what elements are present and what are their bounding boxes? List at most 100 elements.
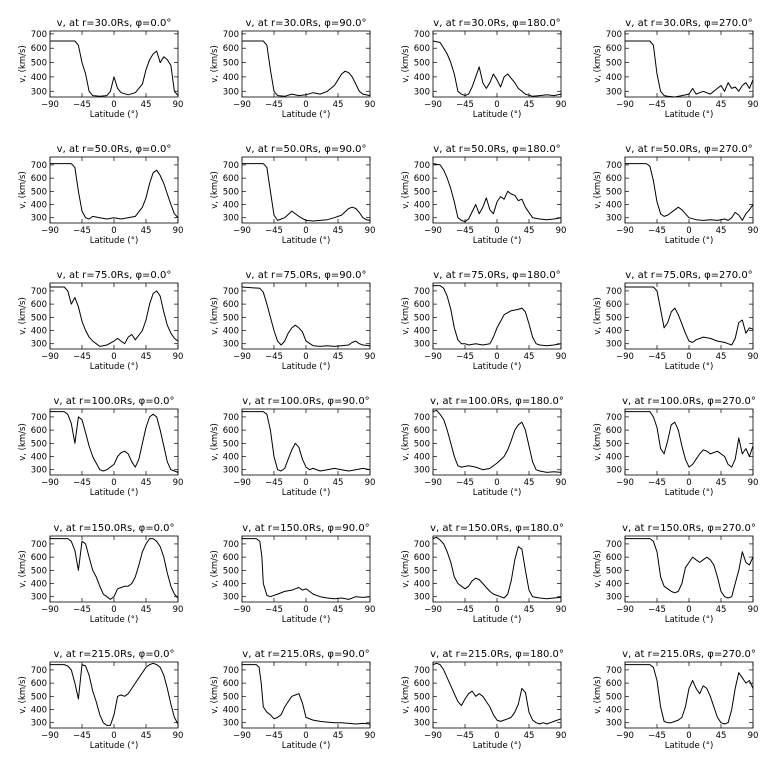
x-tick-label: 0 <box>494 605 499 615</box>
x-tick-label: −90 <box>424 605 442 615</box>
y-tick-label: 600 <box>223 300 239 310</box>
plot-frame <box>241 661 371 729</box>
y-tick-label: 400 <box>606 453 622 463</box>
x-tick-label: 45 <box>524 226 535 236</box>
y-tick-label: 400 <box>223 580 239 590</box>
x-axis-label: Latitude (°) <box>282 362 331 372</box>
y-axis-label: v, (km/s) <box>18 171 28 209</box>
x-tick-label: 90 <box>748 731 759 741</box>
y-tick-label: 300 <box>606 719 622 729</box>
panel-title: v, at r=215.0Rs, φ=90.0° <box>242 649 369 660</box>
y-axis-label: v, (km/s) <box>401 550 411 588</box>
panel-title: v, at r=50.0Rs, φ=270.0° <box>625 144 752 155</box>
x-tick-label: −45 <box>73 605 91 615</box>
y-axis-label: v, (km/s) <box>593 297 603 335</box>
y-tick-label: 300 <box>223 214 239 224</box>
x-axis-label: Latitude (°) <box>90 236 139 246</box>
y-tick-label: 300 <box>606 340 622 350</box>
panel-1: v, at r=30.0Rs, φ=0.0° −90 −45 0 45 90 300 400 5… <box>18 18 183 120</box>
panel-7: v, at r=50.0Rs, φ=180.0° −90 −45 0 45 90 300 40… <box>401 144 566 246</box>
y-tick-label: 500 <box>606 313 622 323</box>
x-axis-label: Latitude (°) <box>473 615 522 625</box>
x-axis-label: Latitude (°) <box>90 362 139 372</box>
x-tick-label: −90 <box>424 352 442 362</box>
y-tick-label: 300 <box>606 214 622 224</box>
x-axis-label: Latitude (°) <box>665 236 714 246</box>
x-tick-label: −90 <box>41 226 59 236</box>
y-tick-label: 400 <box>223 453 239 463</box>
x-tick-label: 45 <box>524 352 535 362</box>
x-axis-label: Latitude (°) <box>665 362 714 372</box>
y-axis-label: v, (km/s) <box>593 45 603 83</box>
y-tick-label: 600 <box>31 679 47 689</box>
y-tick-label: 600 <box>223 679 239 689</box>
series-line <box>242 411 371 472</box>
x-tick-label: 90 <box>365 731 376 741</box>
y-tick-label: 500 <box>223 566 239 576</box>
y-tick-label: 600 <box>606 300 622 310</box>
panel-22: v, at r=215.0Rs, φ=90.0° −90 −45 0 45 90 300 40… <box>210 649 375 751</box>
x-tick-label: 90 <box>365 352 376 362</box>
x-tick-label: −45 <box>648 352 666 362</box>
series-line <box>242 538 371 600</box>
plot-frame <box>624 156 754 224</box>
y-axis-label: v, (km/s) <box>18 45 28 83</box>
x-tick-label: −90 <box>41 352 59 362</box>
y-tick-label: 500 <box>606 439 622 449</box>
series-line <box>625 286 754 346</box>
y-tick-label: 600 <box>606 174 622 184</box>
y-tick-label: 400 <box>31 580 47 590</box>
y-tick-label: 600 <box>31 426 47 436</box>
x-tick-label: 90 <box>748 100 759 110</box>
y-tick-label: 500 <box>414 439 430 449</box>
y-tick-label: 600 <box>606 426 622 436</box>
y-tick-label: 300 <box>223 593 239 603</box>
x-tick-label: −90 <box>41 478 59 488</box>
y-tick-label: 600 <box>606 553 622 563</box>
panel-2: v, at r=30.0Rs, φ=90.0° −90 −45 0 45 90 300 400… <box>210 18 375 120</box>
plot-frame <box>432 156 562 224</box>
y-tick-label: 300 <box>414 719 430 729</box>
y-tick-label: 500 <box>606 692 622 702</box>
plot-frame <box>241 282 371 350</box>
y-tick-label: 600 <box>414 174 430 184</box>
x-tick-label: −90 <box>233 352 251 362</box>
y-tick-label: 400 <box>414 706 430 716</box>
x-tick-label: −90 <box>233 100 251 110</box>
y-tick-label: 600 <box>31 300 47 310</box>
y-tick-label: 700 <box>223 30 239 40</box>
y-tick-label: 300 <box>414 593 430 603</box>
x-tick-label: −90 <box>41 731 59 741</box>
y-tick-label: 700 <box>606 540 622 550</box>
x-tick-label: −45 <box>265 100 283 110</box>
x-axis-label: Latitude (°) <box>282 741 331 751</box>
y-tick-label: 500 <box>223 692 239 702</box>
x-tick-label: 0 <box>686 100 691 110</box>
x-tick-label: −90 <box>424 478 442 488</box>
y-axis-label: v, (km/s) <box>401 676 411 714</box>
x-tick-label: 90 <box>748 352 759 362</box>
x-tick-label: 45 <box>524 478 535 488</box>
y-tick-label: 600 <box>414 679 430 689</box>
y-tick-label: 500 <box>223 313 239 323</box>
x-tick-label: 45 <box>716 100 727 110</box>
x-tick-label: 0 <box>686 226 691 236</box>
y-tick-label: 600 <box>414 300 430 310</box>
x-tick-label: 45 <box>333 731 344 741</box>
y-tick-label: 700 <box>31 413 47 423</box>
y-axis-label: v, (km/s) <box>210 550 220 588</box>
y-tick-label: 400 <box>606 327 622 337</box>
y-axis-label: v, (km/s) <box>593 550 603 588</box>
panel-title: v, at r=150.0Rs, φ=180.0° <box>430 523 564 534</box>
y-tick-label: 700 <box>414 666 430 676</box>
x-axis-label: Latitude (°) <box>90 741 139 751</box>
x-tick-label: 45 <box>141 226 152 236</box>
panel-14: v, at r=100.0Rs, φ=90.0° −90 −45 0 45 90 300 40… <box>210 396 375 498</box>
y-tick-label: 600 <box>31 174 47 184</box>
panel-5: v, at r=50.0Rs, φ=0.0° −90 −45 0 45 90 300 400 5… <box>18 144 183 246</box>
y-axis-label: v, (km/s) <box>18 423 28 461</box>
y-tick-label: 700 <box>606 666 622 676</box>
panel-4: v, at r=30.0Rs, φ=270.0° −90 −45 0 45 90 300 40… <box>593 18 758 120</box>
y-axis-label: v, (km/s) <box>210 171 220 209</box>
